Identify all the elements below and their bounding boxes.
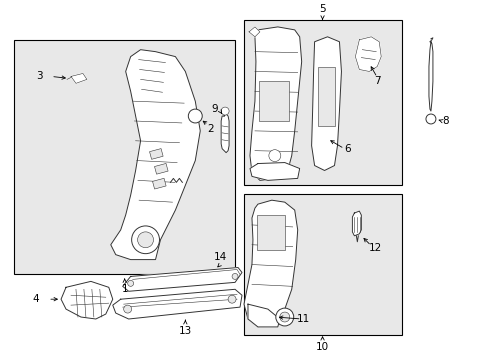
Polygon shape xyxy=(122,267,242,291)
Polygon shape xyxy=(111,50,200,260)
Text: 12: 12 xyxy=(368,243,382,253)
Polygon shape xyxy=(248,27,260,37)
Circle shape xyxy=(227,295,236,303)
Text: 2: 2 xyxy=(207,124,213,134)
Circle shape xyxy=(275,308,293,326)
Bar xyxy=(149,149,163,159)
Text: 11: 11 xyxy=(296,314,309,324)
Polygon shape xyxy=(249,163,299,180)
Text: 8: 8 xyxy=(441,116,447,126)
Bar xyxy=(244,20,401,185)
Polygon shape xyxy=(352,211,361,236)
Bar xyxy=(14,40,235,274)
Circle shape xyxy=(137,232,153,248)
Text: 5: 5 xyxy=(319,4,325,14)
Text: 6: 6 xyxy=(344,144,350,154)
Bar xyxy=(256,215,284,250)
Text: 4: 4 xyxy=(33,294,39,304)
Circle shape xyxy=(425,114,435,124)
Text: 9: 9 xyxy=(211,104,218,114)
Circle shape xyxy=(232,274,238,279)
Text: 10: 10 xyxy=(315,342,328,352)
Polygon shape xyxy=(113,289,242,319)
Circle shape xyxy=(127,280,133,286)
Circle shape xyxy=(268,150,280,162)
Polygon shape xyxy=(61,282,113,319)
Text: 3: 3 xyxy=(37,71,43,81)
Text: 1: 1 xyxy=(121,284,128,294)
Circle shape xyxy=(131,226,159,254)
Polygon shape xyxy=(247,304,279,327)
Circle shape xyxy=(279,312,289,322)
Polygon shape xyxy=(71,73,87,84)
Bar xyxy=(152,178,166,189)
Polygon shape xyxy=(355,37,381,72)
Circle shape xyxy=(188,109,202,123)
Text: 14: 14 xyxy=(213,252,226,262)
Bar xyxy=(244,194,401,335)
Text: 7: 7 xyxy=(373,76,380,86)
Circle shape xyxy=(123,305,131,313)
Polygon shape xyxy=(221,114,228,153)
Bar xyxy=(154,163,168,174)
Polygon shape xyxy=(244,200,297,327)
Bar xyxy=(258,81,288,121)
Polygon shape xyxy=(311,37,341,171)
Bar xyxy=(317,67,335,126)
Text: 13: 13 xyxy=(178,326,192,336)
Polygon shape xyxy=(249,27,301,180)
Polygon shape xyxy=(428,42,432,111)
Circle shape xyxy=(221,107,228,115)
